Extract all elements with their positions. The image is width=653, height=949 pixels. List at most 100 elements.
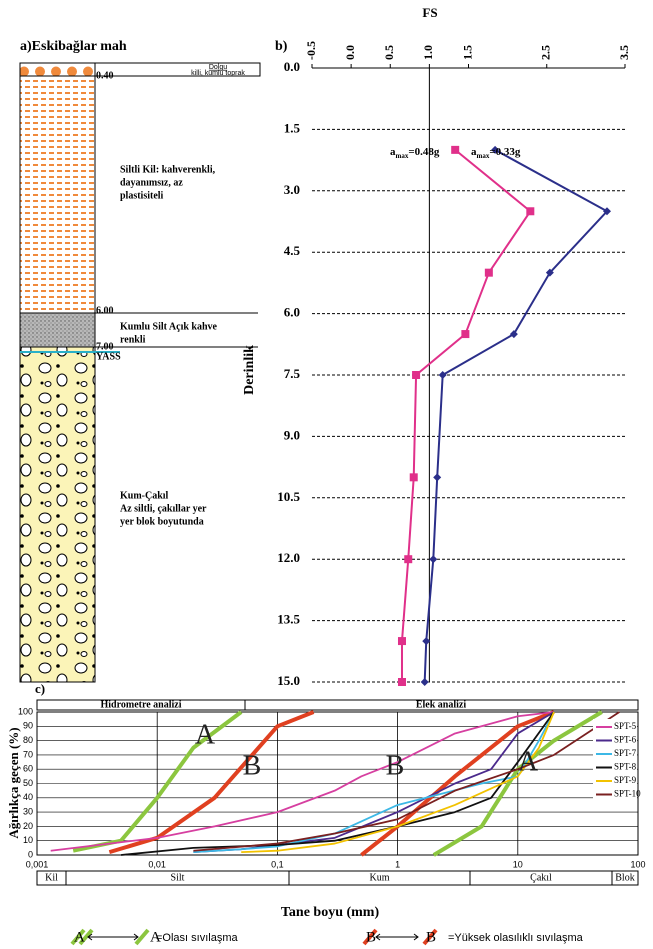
y-tick-label: 10.5 (277, 489, 300, 504)
marker (439, 371, 447, 379)
x-tick-label: 2.5 (539, 45, 553, 60)
key-text: =Yüksek olasılıklı sıvılaşma (448, 932, 584, 944)
layer-desc: Siltli Kil: kahverenkli, (120, 164, 216, 175)
y-tick-label: 3.0 (284, 182, 300, 197)
x-tick-label: 1 (395, 859, 400, 869)
marker (404, 555, 412, 563)
legend-label: SPT-10 (614, 789, 641, 799)
x-tick-label: 3.5 (617, 45, 631, 60)
layer-gravel (20, 347, 95, 682)
panel-label: b) (275, 39, 288, 54)
x-tick-label: 1.5 (460, 45, 474, 60)
header: Elek analizi (416, 699, 467, 710)
class-label: Kil (45, 872, 58, 883)
annotation: amax=0.33g (471, 146, 521, 160)
marker (410, 473, 418, 481)
y-tick-label: 0 (28, 849, 33, 859)
y-tick-label: 40 (23, 792, 33, 802)
layer-silt (20, 313, 95, 347)
class-label: Kum (370, 872, 390, 883)
y-tick-label: 9.0 (284, 427, 300, 442)
y-tick-label: 60 (23, 764, 33, 774)
x-tick-label: 0,1 (271, 859, 284, 869)
legend-label: SPT-5 (614, 721, 637, 731)
key-symbol: B (366, 929, 376, 945)
legend-label: SPT-7 (614, 748, 637, 758)
series-line (402, 150, 530, 682)
envelope-label: B (386, 750, 405, 781)
marker (485, 269, 493, 277)
y-axis-label: Derinlik (242, 345, 257, 395)
key-symbols (72, 930, 436, 944)
annotation: amax=0.48g (390, 146, 440, 160)
y-tick-label: 70 (23, 749, 33, 759)
y-tick-label: 30 (23, 806, 33, 816)
grain-panel: c) Hidrometre analizi Elek analizi 0 10 20 30 4… (6, 681, 646, 945)
layer-desc: dayanımsız, az (120, 177, 183, 188)
y-tick-label: 20 (23, 821, 33, 831)
marker (429, 555, 437, 563)
marker (398, 637, 406, 645)
marker (526, 207, 534, 215)
x-tick-label: 100 (630, 859, 645, 869)
layer-desc: renkli (120, 334, 146, 345)
y-axis-label: Ağırlıkça geçen (%) (6, 727, 21, 838)
layer-desc: Az siltli, çakıllar yer (120, 503, 207, 514)
marker (412, 371, 420, 379)
x-tick-label: 0.5 (382, 45, 396, 60)
marker (451, 146, 459, 154)
layer-clay (20, 76, 95, 313)
annotation-part: 0.33g (496, 146, 521, 158)
class-label: Blok (615, 872, 634, 883)
key-text: =Olası sıvılaşma (156, 932, 238, 944)
marker (421, 678, 429, 686)
layer-desc: Kum-Çakıl (120, 490, 169, 501)
x-tick-label: -0.5 (304, 41, 318, 60)
series-line (425, 150, 607, 682)
layer-fill (20, 63, 95, 76)
y-tick-label: 12.0 (277, 550, 300, 565)
figure: a)Eskibağlar mah 0.40 Dolgu killi, kumlu… (0, 0, 653, 949)
y-tick-label: 6.0 (284, 305, 300, 320)
y-tick-label: 10 (23, 835, 33, 845)
legend-label: SPT-6 (614, 735, 637, 745)
y-tick-label: 50 (23, 778, 33, 788)
x-tick-label: 10 (513, 859, 523, 869)
key-symbol: B (426, 929, 436, 945)
y-tick-label: 80 (23, 735, 33, 745)
header: Hidrometre analizi (100, 699, 181, 710)
y-tick-label: 90 (23, 721, 33, 731)
layer-desc: killi, kumlu toprak (191, 70, 245, 77)
class-label: Silt (171, 872, 185, 883)
marker (433, 473, 441, 481)
y-tick-label: 100 (18, 706, 33, 716)
chart-title: FS (422, 5, 437, 20)
envelope-label: B (243, 750, 262, 781)
panel-label: c) (35, 681, 45, 696)
marker (461, 330, 469, 338)
x-tick-label: 0,01 (148, 859, 166, 869)
y-tick-label: 13.5 (277, 612, 300, 627)
borehole-panel: a)Eskibağlar mah 0.40 Dolgu killi, kumlu… (20, 39, 260, 682)
annotation-part: max (477, 152, 490, 160)
y-tick-label: 0.0 (284, 59, 300, 74)
legend-label: SPT-9 (614, 775, 637, 785)
water-label: YASS (96, 351, 121, 362)
borehole-title: a)Eskibağlar mah (20, 39, 127, 54)
layer-desc: plastisiteli (120, 190, 164, 201)
x-tick-label: 0.0 (343, 45, 357, 60)
envelope-label: A (195, 719, 216, 750)
layer-desc: Kumlu Silt Açık kahve (120, 321, 218, 332)
y-tick-label: 15.0 (277, 673, 300, 688)
layer-desc: yer blok boyutunda (120, 516, 204, 527)
envelope-label: A (518, 746, 539, 777)
depth-label: 0.40 (96, 70, 114, 81)
class-label: Çakıl (530, 872, 552, 883)
y-tick-label: 7.5 (284, 366, 301, 381)
y-tick-label: 4.5 (284, 243, 301, 258)
x-axis-label: Tane boyu (mm) (281, 905, 380, 920)
key-symbol: A (74, 929, 85, 945)
annotation-part: 0.48g (415, 146, 440, 158)
annotation-part: max (396, 152, 409, 160)
